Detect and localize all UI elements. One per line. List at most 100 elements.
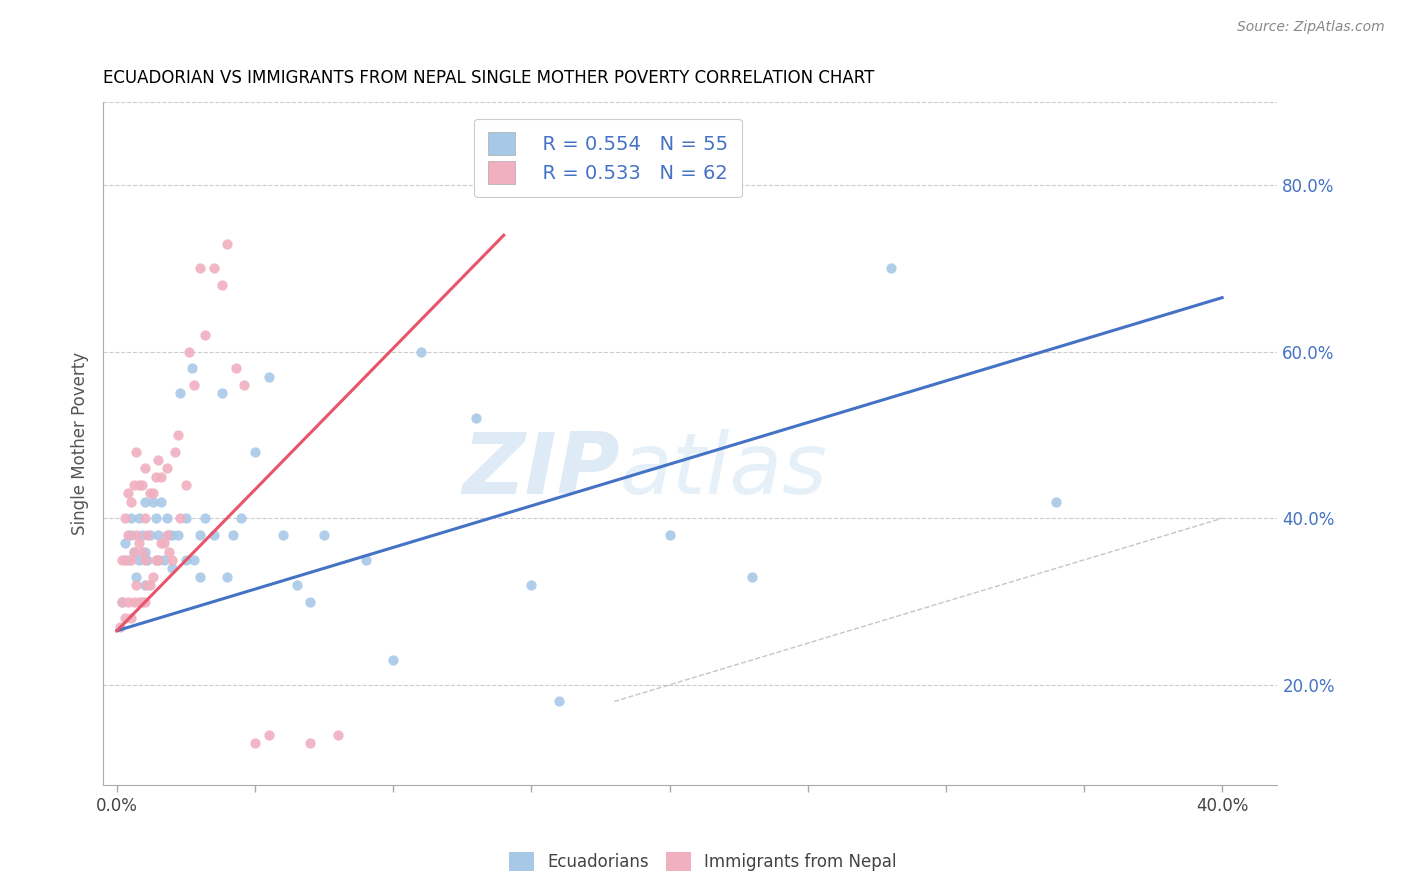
Point (142, 569, 165, 583)
Point (114, 553, 136, 567)
Point (163, 444, 186, 458)
Point (125, 569, 148, 583)
Point (117, 528, 139, 542)
Point (134, 494, 156, 508)
Point (142, 494, 165, 508)
Point (211, 386, 233, 401)
Point (142, 486, 165, 500)
Point (122, 544, 145, 558)
Point (382, 653, 405, 667)
Text: ZIP: ZIP (463, 429, 620, 512)
Point (299, 736, 322, 750)
Point (225, 361, 247, 376)
Point (128, 536, 150, 550)
Point (145, 511, 167, 525)
Point (139, 578, 162, 592)
Text: ECUADORIAN VS IMMIGRANTS FROM NEPAL SINGLE MOTHER POVERTY CORRELATION CHART: ECUADORIAN VS IMMIGRANTS FROM NEPAL SING… (103, 69, 875, 87)
Point (156, 461, 179, 475)
Point (257, 728, 280, 742)
Point (217, 236, 239, 251)
Point (233, 378, 256, 392)
Point (160, 561, 183, 575)
Point (136, 528, 159, 542)
Point (217, 569, 239, 583)
Point (314, 528, 336, 542)
Point (134, 578, 156, 592)
Point (148, 453, 170, 467)
Point (120, 494, 142, 508)
Point (174, 553, 197, 567)
Point (120, 553, 142, 567)
Point (125, 578, 148, 592)
Point (125, 528, 148, 542)
Point (354, 553, 377, 567)
Text: atlas: atlas (620, 429, 828, 512)
Point (169, 511, 191, 525)
Point (156, 511, 179, 525)
Y-axis label: Single Mother Poverty: Single Mother Poverty (72, 351, 89, 535)
Point (128, 553, 150, 567)
Point (117, 486, 139, 500)
Point (465, 411, 488, 425)
Point (148, 553, 170, 567)
Point (166, 528, 188, 542)
Point (188, 261, 211, 276)
Point (117, 594, 139, 608)
Point (136, 578, 159, 592)
Point (108, 619, 131, 633)
Point (114, 611, 136, 625)
Point (188, 528, 211, 542)
Point (183, 378, 205, 392)
Point (128, 594, 150, 608)
Point (159, 528, 181, 542)
Point (222, 528, 245, 542)
Point (177, 344, 200, 359)
Point (111, 553, 134, 567)
Point (658, 528, 681, 542)
Point (180, 361, 202, 376)
Point (148, 553, 170, 567)
Point (409, 344, 432, 359)
Point (169, 386, 191, 401)
Point (150, 536, 173, 550)
Point (520, 578, 543, 592)
Point (285, 578, 308, 592)
Point (183, 553, 205, 567)
Point (139, 486, 162, 500)
Point (114, 511, 136, 525)
Point (139, 528, 162, 542)
Point (122, 594, 145, 608)
Point (156, 528, 179, 542)
Point (128, 478, 150, 492)
Point (125, 444, 148, 458)
Point (120, 528, 142, 542)
Point (159, 544, 181, 558)
Point (257, 369, 280, 384)
Legend:   R = 0.554   N = 55,   R = 0.533   N = 62: R = 0.554 N = 55, R = 0.533 N = 62 (474, 119, 742, 197)
Point (150, 494, 173, 508)
Point (243, 444, 266, 458)
Point (114, 536, 136, 550)
Point (131, 528, 153, 542)
Point (299, 594, 322, 608)
Point (134, 594, 156, 608)
Point (131, 594, 153, 608)
Point (145, 469, 167, 483)
Point (174, 478, 197, 492)
Point (166, 428, 188, 442)
Point (120, 611, 142, 625)
Point (136, 553, 159, 567)
Point (202, 528, 225, 542)
Point (326, 728, 349, 742)
Point (131, 478, 153, 492)
Point (122, 544, 145, 558)
Point (194, 328, 217, 343)
Point (174, 511, 197, 525)
Point (128, 511, 150, 525)
Point (548, 694, 571, 708)
Point (243, 736, 266, 750)
Point (131, 544, 153, 558)
Point (122, 478, 145, 492)
Point (111, 594, 134, 608)
Point (134, 511, 156, 525)
